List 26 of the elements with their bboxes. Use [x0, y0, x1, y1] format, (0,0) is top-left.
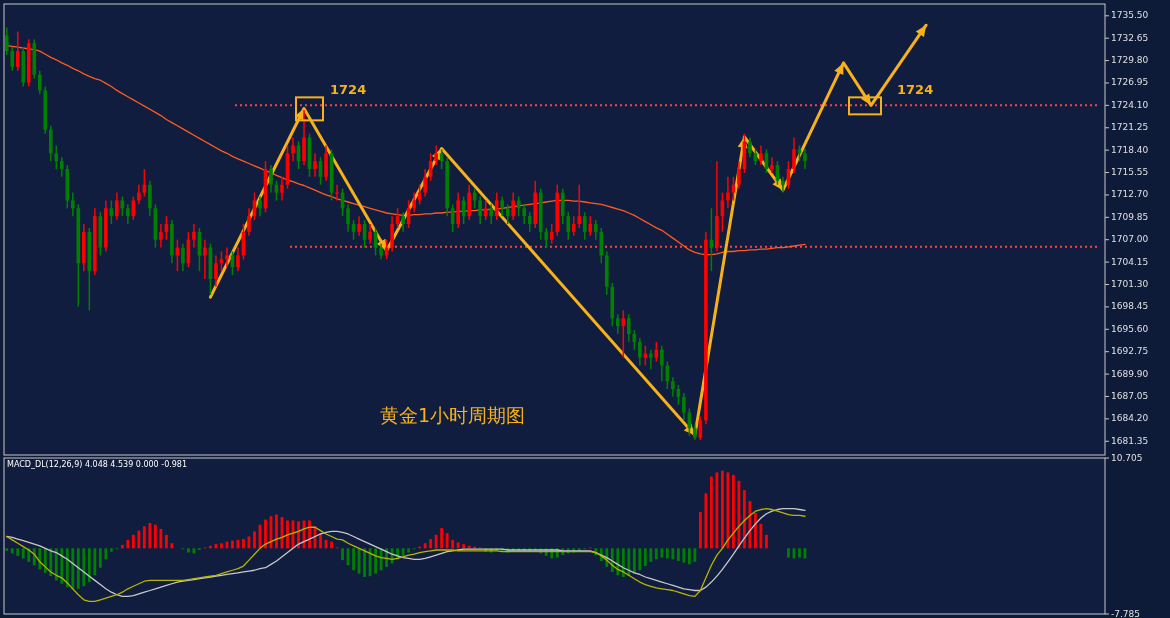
y-tick-label: 1701.30 — [1111, 279, 1149, 289]
annotation: 1724 — [330, 82, 367, 98]
y-tick-label: 1681.35 — [1111, 435, 1149, 446]
y-tick-label: 1698.45 — [1111, 301, 1149, 312]
y-tick-label: 10.705 — [1111, 452, 1143, 463]
y-tick-label: 1724.10 — [1111, 99, 1149, 110]
y-tick-label: 1721.25 — [1111, 122, 1149, 133]
y-tick-label: 1692.75 — [1111, 346, 1149, 357]
y-tick-label: 1715.55 — [1111, 167, 1149, 178]
y-tick-label: 1687.05 — [1111, 390, 1149, 401]
y-tick-label: -7.785 — [1111, 608, 1141, 618]
y-tick-label: 1689.90 — [1111, 368, 1149, 379]
y-tick-label: 1695.60 — [1111, 323, 1149, 334]
y-tick-label: 1709.85 — [1111, 211, 1149, 222]
annotation: 1724 — [897, 82, 934, 98]
y-tick-label: 1735.50 — [1111, 10, 1149, 21]
y-tick-label: 1726.95 — [1111, 77, 1149, 88]
y-tick-label: 1707.00 — [1111, 234, 1149, 245]
y-tick-label: 1718.40 — [1111, 144, 1149, 155]
y-tick-label: 1732.65 — [1111, 32, 1149, 43]
text: 黄金1小时周期图 — [380, 404, 526, 426]
y-tick-label: 1684.20 — [1111, 413, 1149, 424]
y-tick-label: 1704.15 — [1111, 256, 1149, 267]
y-tick-label: 1712.70 — [1111, 189, 1149, 200]
chart-title: MACD_DL(12,26,9) 4.048 4.539 0.000 -0.981 — [7, 460, 188, 469]
y-tick-label: 1729.80 — [1111, 55, 1149, 66]
